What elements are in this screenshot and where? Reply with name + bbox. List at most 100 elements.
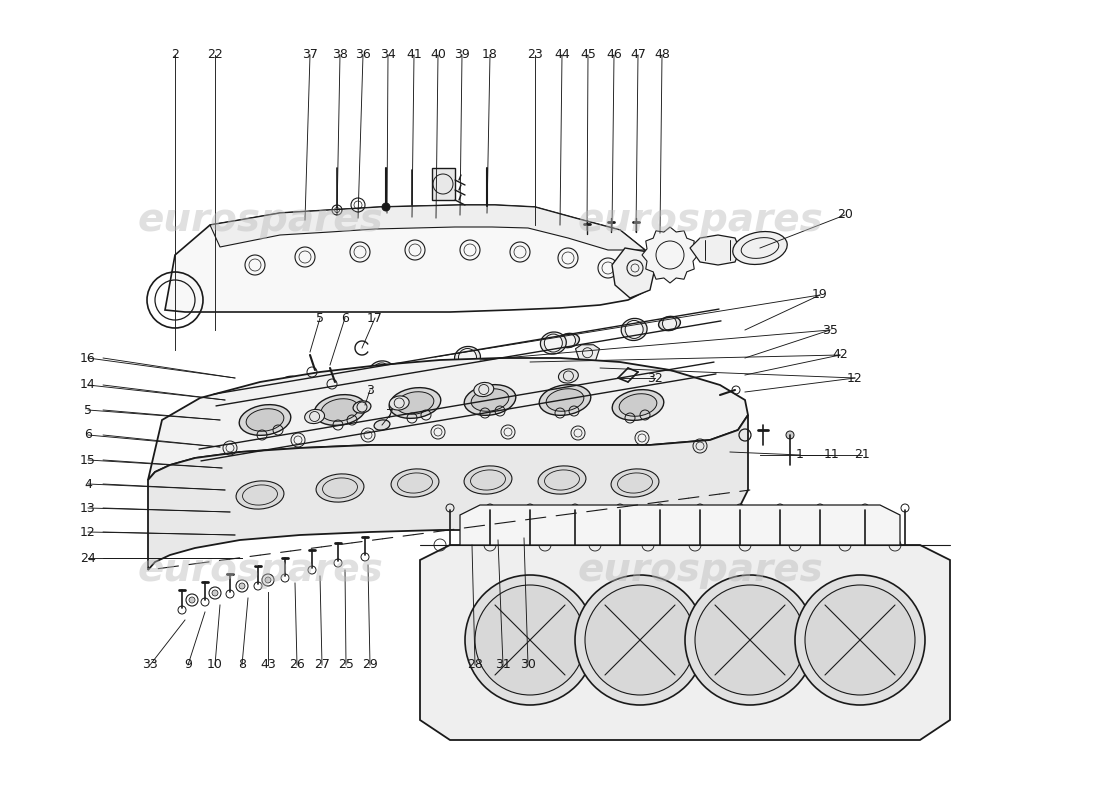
Circle shape <box>561 334 575 347</box>
Circle shape <box>662 317 676 330</box>
Circle shape <box>541 387 559 405</box>
Circle shape <box>451 405 464 418</box>
Circle shape <box>265 577 271 583</box>
Ellipse shape <box>355 367 377 382</box>
Text: 42: 42 <box>832 349 848 362</box>
Ellipse shape <box>374 420 389 430</box>
Ellipse shape <box>454 346 481 369</box>
Polygon shape <box>420 545 950 740</box>
Circle shape <box>189 597 195 603</box>
Text: 6: 6 <box>341 311 349 325</box>
Ellipse shape <box>278 376 304 398</box>
Text: 4: 4 <box>84 478 92 490</box>
Text: 17: 17 <box>367 311 383 325</box>
Text: 45: 45 <box>580 49 596 62</box>
Circle shape <box>258 385 273 398</box>
Ellipse shape <box>343 422 365 436</box>
Text: 14: 14 <box>80 378 96 391</box>
Ellipse shape <box>559 369 579 383</box>
Circle shape <box>625 321 644 338</box>
Text: 29: 29 <box>362 658 378 671</box>
Polygon shape <box>690 235 740 265</box>
Text: 25: 25 <box>338 658 354 671</box>
Text: 1: 1 <box>796 449 804 462</box>
Ellipse shape <box>342 418 367 440</box>
Text: 19: 19 <box>812 289 828 302</box>
Ellipse shape <box>538 466 586 494</box>
Circle shape <box>382 203 390 211</box>
Circle shape <box>685 575 815 705</box>
Circle shape <box>553 387 568 401</box>
Circle shape <box>373 363 390 381</box>
Text: 10: 10 <box>207 658 223 671</box>
Ellipse shape <box>236 481 284 509</box>
Circle shape <box>575 575 705 705</box>
Polygon shape <box>477 362 502 378</box>
Circle shape <box>212 590 218 596</box>
Ellipse shape <box>464 466 512 494</box>
Circle shape <box>239 583 245 589</box>
Circle shape <box>657 370 671 384</box>
Text: 38: 38 <box>332 49 348 62</box>
Text: 34: 34 <box>381 49 396 62</box>
Polygon shape <box>460 505 900 545</box>
Text: 48: 48 <box>654 49 670 62</box>
Ellipse shape <box>625 370 651 392</box>
Text: 26: 26 <box>289 658 305 671</box>
Text: 24: 24 <box>80 551 96 565</box>
Text: 27: 27 <box>315 658 330 671</box>
Text: 47: 47 <box>630 49 646 62</box>
Polygon shape <box>165 205 650 312</box>
Ellipse shape <box>444 401 471 422</box>
Text: 9: 9 <box>184 658 191 671</box>
Text: 21: 21 <box>854 449 870 462</box>
Text: eurospares: eurospares <box>138 201 383 239</box>
Circle shape <box>244 439 258 454</box>
Text: 6: 6 <box>84 429 92 442</box>
Text: 5: 5 <box>316 311 324 325</box>
Ellipse shape <box>659 316 681 330</box>
Circle shape <box>805 585 915 695</box>
Circle shape <box>360 367 374 382</box>
Polygon shape <box>575 345 600 361</box>
Ellipse shape <box>539 385 591 415</box>
Circle shape <box>461 350 474 365</box>
Text: 31: 31 <box>495 658 510 671</box>
Ellipse shape <box>353 401 371 413</box>
Ellipse shape <box>733 231 788 265</box>
Text: 33: 33 <box>142 658 158 671</box>
Polygon shape <box>282 394 306 410</box>
Ellipse shape <box>652 370 674 384</box>
Circle shape <box>585 585 695 695</box>
Polygon shape <box>148 358 748 480</box>
Ellipse shape <box>316 474 364 502</box>
Circle shape <box>253 435 271 454</box>
Text: 3: 3 <box>366 383 374 397</box>
Circle shape <box>629 372 647 390</box>
Ellipse shape <box>474 382 494 397</box>
Text: 11: 11 <box>824 449 840 462</box>
Ellipse shape <box>249 434 275 456</box>
Text: 12: 12 <box>80 526 96 538</box>
Text: 8: 8 <box>238 658 246 671</box>
Ellipse shape <box>456 350 478 365</box>
Text: 18: 18 <box>482 49 498 62</box>
Ellipse shape <box>254 384 276 398</box>
Text: 44: 44 <box>554 49 570 62</box>
Text: eurospares: eurospares <box>578 551 823 589</box>
Ellipse shape <box>447 404 469 418</box>
Ellipse shape <box>537 385 563 407</box>
Ellipse shape <box>612 469 659 497</box>
Polygon shape <box>379 378 404 394</box>
Polygon shape <box>148 415 748 570</box>
Polygon shape <box>432 168 455 200</box>
Text: 39: 39 <box>454 49 470 62</box>
Text: eurospares: eurospares <box>138 551 383 589</box>
Circle shape <box>282 378 299 396</box>
Text: 40: 40 <box>430 49 446 62</box>
Text: 7: 7 <box>386 409 394 422</box>
Ellipse shape <box>613 390 663 420</box>
Circle shape <box>786 431 794 439</box>
Ellipse shape <box>540 332 566 354</box>
Ellipse shape <box>547 389 584 411</box>
